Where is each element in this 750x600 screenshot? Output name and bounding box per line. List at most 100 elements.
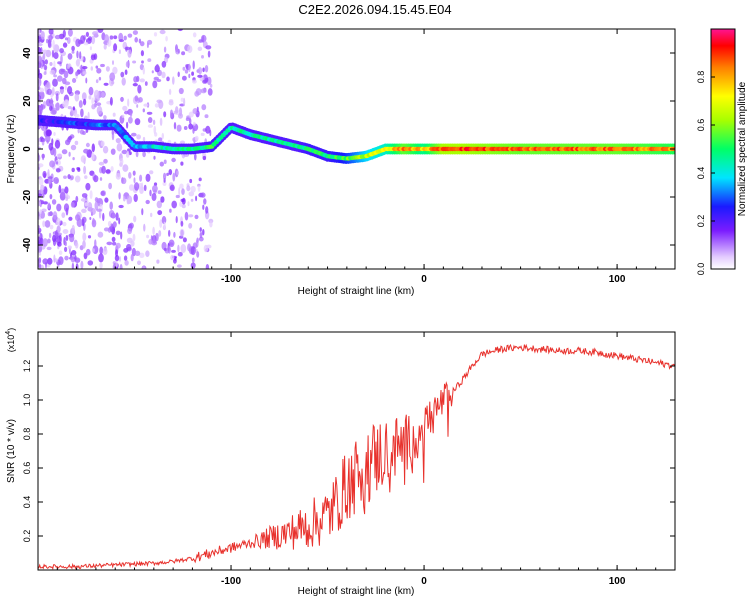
heatmap-noise-cell [49, 194, 53, 200]
heatmap-noise-cell [62, 42, 68, 48]
heatmap-noise-cell [83, 98, 87, 106]
heatmap-noise-cell [58, 256, 64, 265]
heatmap-noise-cell [139, 252, 145, 258]
heatmap-noise-cell [134, 95, 139, 102]
heatmap-noise-cell [91, 97, 94, 105]
y-tick-label: 1.2 [22, 360, 32, 373]
heatmap-noise-cell [200, 88, 207, 94]
heatmap-noise-cell [90, 66, 94, 71]
heatmap-noise-cell [179, 183, 184, 189]
heatmap-noise-cell [192, 60, 195, 70]
heatmap-noise-cell [58, 184, 62, 194]
heatmap-noise-cell [124, 260, 129, 266]
heatmap-noise-cell [65, 196, 69, 201]
heatmap-noise-cell [45, 129, 52, 137]
heatmap-noise-cell [82, 71, 87, 75]
heatmap-noise-cell [136, 104, 139, 108]
heatmap-noise-cell [65, 99, 69, 107]
heatmap-noise-cell [188, 73, 191, 79]
heatmap-noise-cell [170, 254, 175, 261]
heatmap-noise-cell [113, 35, 118, 40]
heatmap-noise-cell [54, 139, 61, 149]
heatmap-noise-cell [181, 197, 186, 205]
heatmap-noise-cell [53, 74, 57, 78]
heatmap-noise-cell [127, 49, 132, 58]
heatmap-noise-cell [81, 216, 87, 224]
heatmap-noise-cell [47, 39, 52, 48]
heatmap-noise-cell [104, 197, 109, 203]
heatmap-noise-cell [112, 241, 117, 246]
heatmap-noise-cell [70, 144, 77, 151]
heatmap-noise-cell [151, 193, 157, 201]
heatmap-noise-cell [100, 190, 105, 196]
heatmap-noise-cell [49, 69, 56, 75]
x-tick-label: 100 [609, 274, 626, 285]
heatmap-noise-cell [103, 158, 108, 164]
heatmap-noise-cell [118, 39, 125, 43]
y-tick-label: 0.8 [22, 428, 32, 441]
heatmap-noise-cell [190, 262, 196, 269]
heatmap-noise-cell [68, 151, 71, 157]
heatmap-noise-cell [44, 59, 48, 65]
heatmap-noise-cell [198, 236, 204, 242]
heatmap-noise-cell [64, 186, 69, 194]
heatmap-noise-cell [80, 260, 84, 269]
heatmap-noise-cell [67, 245, 72, 250]
heatmap-noise-cell [180, 244, 187, 253]
heatmap-noise-cell [147, 58, 152, 62]
colorbar-tick-label: 0.2 [696, 215, 706, 228]
heatmap-noise-cell [53, 44, 60, 53]
heatmap-noise-cell [119, 158, 124, 166]
heatmap-noise-cell [207, 88, 213, 96]
heatmap-noise-cell [121, 114, 125, 119]
heatmap-noise-cell [106, 241, 113, 246]
heatmap-noise-cell [194, 153, 197, 161]
heatmap-noise-cell [53, 147, 57, 157]
heatmap-noise-cell [146, 234, 150, 239]
heatmap-noise-cell [198, 177, 202, 182]
heatmap-noise-cell [71, 45, 75, 52]
heatmap-noise-cell [134, 182, 140, 191]
heatmap-noise-cell [183, 153, 189, 157]
heatmap-noise-cell [120, 231, 123, 240]
heatmap-noise-cell [195, 195, 198, 202]
heatmap-noise-cell [195, 239, 199, 248]
heatmap-noise-cell [50, 97, 53, 107]
snr-x-ticks: -100 0 100 [37, 332, 676, 587]
heatmap-noise-cell [89, 190, 93, 200]
heatmap-noise-cell [91, 152, 95, 161]
heatmap-noise-cell [99, 262, 103, 269]
heatmap-noise-cell [172, 172, 176, 182]
heatmap-noise-cell [96, 208, 102, 212]
heatmap-noise-cell [87, 260, 94, 266]
heatmap-noise-cell [51, 87, 55, 96]
heatmap-noise-cell [87, 202, 93, 211]
heatmap-noise-cell [57, 241, 62, 247]
heatmap-noise-cell [67, 86, 73, 95]
heatmap-noise-cell [209, 83, 213, 88]
heatmap-noise-cell [143, 223, 146, 232]
heatmap-noise-cell [175, 106, 179, 114]
heatmap-noise-cell [59, 48, 64, 54]
heatmap-noise-cell [183, 97, 186, 107]
heatmap-noise-cell [118, 256, 122, 262]
heatmap-noise-cell [75, 59, 80, 67]
heatmap-noise-cell [182, 66, 186, 71]
heatmap-noise-cell [70, 201, 75, 208]
heatmap-noise-cell [163, 247, 167, 252]
heatmap-noise-cell [55, 168, 61, 173]
heatmap-noise-cell [168, 169, 173, 176]
heatmap-noise-cell [159, 161, 164, 167]
heatmap-noise-cell [197, 46, 203, 51]
heatmap-noise-cell [72, 106, 75, 111]
colorbar-frame [710, 28, 736, 270]
heatmap-noise-cell [136, 134, 142, 140]
heatmap-noise-cell [115, 172, 121, 180]
heatmap-noise-cell [93, 175, 99, 183]
heatmap-noise-cell [100, 140, 105, 147]
heatmap-noise-cell [142, 67, 145, 75]
heatmap-noise-cell [192, 121, 196, 126]
heatmap-noise-cell [185, 64, 189, 68]
heatmap-noise-cell [54, 34, 61, 40]
heatmap-noise-cell [98, 140, 101, 146]
